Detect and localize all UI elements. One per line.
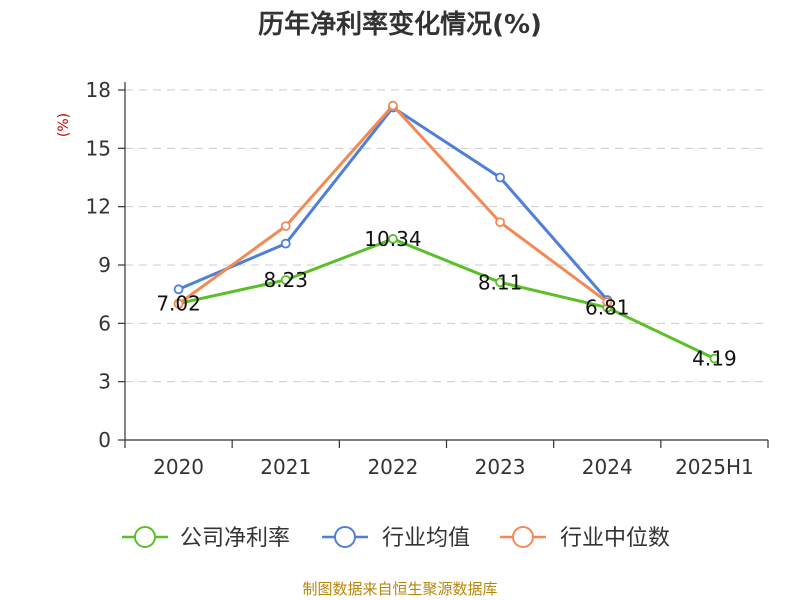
y-tick-label: 15	[86, 136, 111, 160]
legend-label: 行业均值	[382, 526, 470, 551]
data-label: 6.81	[585, 296, 630, 320]
legend-label: 行业中位数	[560, 526, 670, 551]
x-tick-label: 2020	[153, 455, 204, 479]
data-label: 10.34	[364, 227, 421, 251]
legend-label: 公司净利率	[180, 526, 290, 551]
legend-item-0[interactable]: 公司净利率	[122, 526, 290, 551]
data-point[interactable]	[388, 234, 398, 244]
data-point[interactable]	[495, 172, 505, 183]
data-point[interactable]	[602, 297, 613, 307]
data-point[interactable]	[173, 298, 184, 309]
data-point[interactable]	[280, 221, 291, 232]
data-point[interactable]	[280, 275, 291, 285]
data-label: 8.11	[478, 270, 523, 294]
series-lines	[173, 100, 720, 364]
x-tick-label: 2025H1	[675, 455, 754, 479]
data-point[interactable]	[495, 277, 505, 288]
data-point[interactable]	[495, 217, 505, 228]
data-labels: 7.02 8.23 10.34 8.11 6.81 4.19	[156, 227, 736, 371]
data-label: 4.19	[692, 347, 737, 371]
axes: 0 3 6 9 12 15 18 2020 2021 2022 2023 2024 2025H1	[86, 78, 769, 479]
data-point[interactable]	[280, 238, 291, 249]
chart-title: 历年净利率变化情况(%)	[258, 9, 542, 40]
y-tick-label: 12	[86, 195, 111, 219]
y-axis-label: (%)	[56, 113, 72, 137]
y-tick-label: 0	[98, 428, 111, 452]
x-tick-label: 2021	[260, 455, 311, 479]
legend-item-1[interactable]: 行业均值	[322, 526, 470, 551]
grid-lines	[125, 89, 768, 383]
y-tick-label: 9	[98, 253, 111, 277]
series-line-0	[178, 237, 716, 360]
y-tick-label: 6	[98, 311, 111, 335]
data-point[interactable]	[388, 100, 398, 111]
series-line-1	[177, 106, 609, 301]
data-point[interactable]	[173, 284, 184, 295]
legend-marker	[134, 526, 156, 548]
legend-marker	[334, 526, 356, 548]
y-tick-label: 3	[98, 370, 111, 394]
series-line-2	[177, 104, 609, 306]
data-label: 7.02	[156, 292, 201, 316]
legend-marker	[512, 526, 534, 548]
source-note: 制图数据来自恒生聚源数据库	[302, 580, 497, 598]
x-tick-label: 2024	[582, 455, 633, 479]
data-label: 8.23	[263, 268, 308, 292]
legend[interactable]: 公司净利率 行业均值 行业中位数	[122, 526, 670, 551]
legend-item-2[interactable]: 行业中位数	[500, 526, 670, 551]
x-tick-label: 2022	[367, 455, 418, 479]
x-tick-label: 2023	[475, 455, 526, 479]
data-point[interactable]	[709, 353, 720, 364]
y-tick-label: 18	[86, 78, 111, 102]
